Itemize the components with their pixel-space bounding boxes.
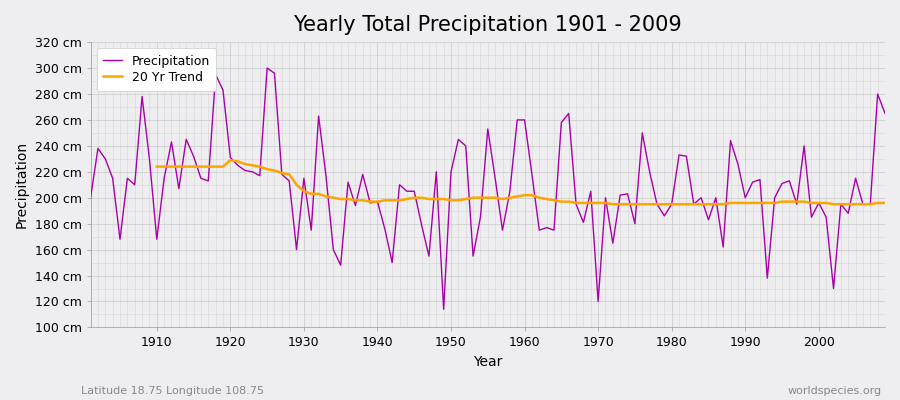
20 Yr Trend (879, 200, 890, 205)
Precipitation (144, 156, 155, 161)
Precipitation (262, 66, 273, 70)
X-axis label: Year: Year (473, 355, 502, 369)
Text: worldspecies.org: worldspecies.org (788, 386, 882, 396)
Precipitation (622, 192, 633, 196)
Line: Precipitation: Precipitation (91, 68, 885, 309)
Line: 20 Yr Trend: 20 Yr Trend (157, 160, 885, 204)
Precipitation (86, 195, 96, 200)
Title: Yearly Total Precipitation 1901 - 2009: Yearly Total Precipitation 1901 - 2009 (293, 15, 682, 35)
20 Yr Trend (512, 194, 523, 199)
Precipitation (526, 172, 537, 177)
Y-axis label: Precipitation: Precipitation (15, 141, 29, 228)
20 Yr Trend (350, 198, 361, 203)
Precipitation (313, 114, 324, 118)
Legend: Precipitation, 20 Yr Trend: Precipitation, 20 Yr Trend (97, 48, 216, 91)
Precipitation (438, 307, 449, 312)
20 Yr Trend (306, 192, 317, 196)
Text: Latitude 18.75 Longitude 108.75: Latitude 18.75 Longitude 108.75 (81, 386, 264, 396)
Precipitation (357, 172, 368, 177)
Precipitation (879, 111, 890, 116)
20 Yr Trend (608, 202, 618, 207)
20 Yr Trend (519, 193, 530, 198)
Precipitation (534, 228, 544, 232)
